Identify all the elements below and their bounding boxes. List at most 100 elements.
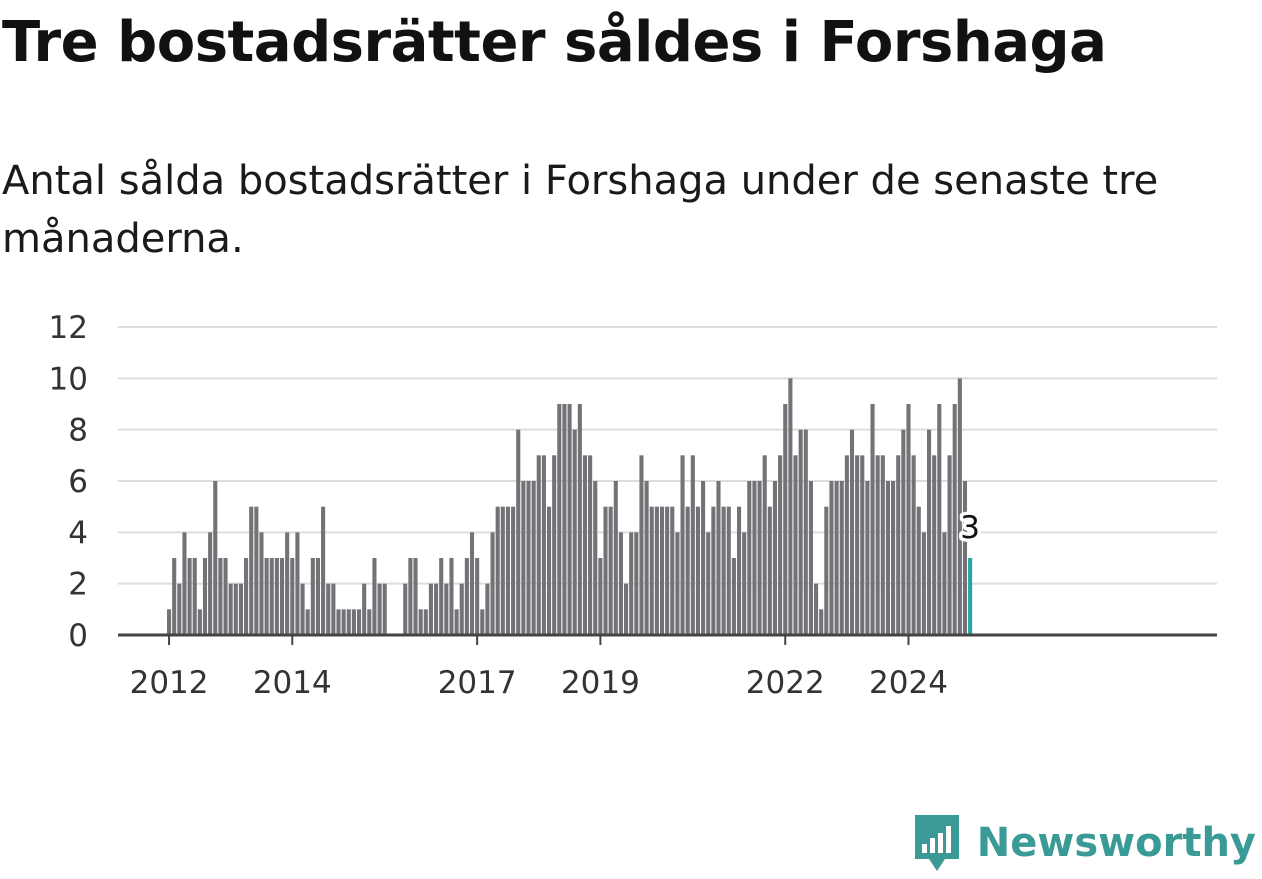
bar <box>675 532 680 635</box>
bar <box>757 481 762 635</box>
y-axis-ticks: 0 2 4 6 8 10 12 <box>49 310 88 654</box>
bar <box>182 532 187 635</box>
bar <box>577 404 582 635</box>
bar <box>310 558 315 635</box>
bar <box>546 506 552 635</box>
bar <box>665 506 670 635</box>
bar <box>711 506 716 635</box>
bar <box>685 506 690 635</box>
bar <box>808 481 813 635</box>
bar <box>644 481 649 635</box>
chart-title: Tre bostadsrätter såldes i Forshaga <box>2 10 1107 75</box>
bar <box>701 481 706 635</box>
y-tick-label: 0 <box>68 618 88 654</box>
x-tick-label: 2024 <box>869 665 948 701</box>
bar <box>413 558 418 635</box>
bar <box>634 532 639 635</box>
bar <box>305 609 310 635</box>
y-tick-label: 6 <box>68 464 88 500</box>
bar <box>742 532 747 635</box>
bar <box>336 609 341 635</box>
bar <box>721 506 726 635</box>
chart-subtitle: Antal sålda bostadsrätter i Forshaga und… <box>2 158 1159 262</box>
bar <box>783 404 788 635</box>
brand-name: Newsworthy <box>976 820 1256 866</box>
bar <box>680 455 685 635</box>
bar <box>793 455 798 635</box>
bar <box>957 378 962 635</box>
bar <box>839 481 844 635</box>
bar <box>423 609 428 635</box>
bar <box>372 558 377 635</box>
bar <box>526 481 531 635</box>
bar <box>906 404 911 635</box>
bar <box>778 455 783 635</box>
bar <box>321 506 326 635</box>
bar <box>629 532 634 635</box>
bar <box>608 506 613 635</box>
bar <box>208 532 213 635</box>
bar <box>202 558 208 635</box>
bar <box>926 429 932 635</box>
bar <box>521 481 526 635</box>
bar <box>947 455 952 635</box>
bar <box>654 506 659 635</box>
bar <box>844 455 849 635</box>
bar <box>849 429 855 635</box>
bar <box>403 583 408 635</box>
bar <box>891 481 896 635</box>
bar <box>824 506 829 635</box>
bar <box>567 404 572 635</box>
bar <box>541 455 546 635</box>
bar <box>798 429 803 635</box>
y-tick-label: 8 <box>68 413 88 449</box>
bar <box>418 609 423 635</box>
bar <box>670 506 675 635</box>
bar <box>459 583 464 635</box>
bar <box>639 455 644 635</box>
bar <box>228 583 233 635</box>
x-tick-label: 2019 <box>561 665 640 701</box>
bar <box>860 455 865 635</box>
bar <box>357 609 362 635</box>
bar <box>772 481 778 635</box>
bar <box>624 583 629 635</box>
bar <box>618 532 623 635</box>
bar <box>505 506 511 635</box>
bars <box>167 378 973 635</box>
y-tick-label: 4 <box>68 515 88 551</box>
bar <box>598 558 603 635</box>
bar <box>259 532 264 635</box>
bar <box>788 378 793 635</box>
bar <box>408 558 413 635</box>
bar <box>803 429 808 635</box>
bar <box>362 583 367 635</box>
bar <box>500 506 505 635</box>
bar <box>341 609 346 635</box>
bar <box>582 455 588 635</box>
y-tick-label: 2 <box>68 567 88 603</box>
bar <box>603 506 608 635</box>
bar <box>223 558 228 635</box>
bar <box>875 455 880 635</box>
bar <box>911 455 916 635</box>
bar <box>326 583 331 635</box>
bar <box>244 558 249 635</box>
bar <box>269 558 274 635</box>
bar <box>952 404 957 635</box>
bar <box>557 404 562 635</box>
bar <box>475 558 480 635</box>
bar <box>716 481 721 635</box>
bar <box>562 404 567 635</box>
bar <box>449 558 454 635</box>
bar <box>896 455 901 635</box>
bar <box>233 583 238 635</box>
bar-chart: 0 2 4 6 8 10 12 2012 2014 2017 2019 2022 2024 3 <box>49 310 1217 701</box>
bar <box>495 506 500 635</box>
bar <box>916 506 921 635</box>
bar <box>290 558 295 635</box>
newsworthy-logo-icon <box>914 815 959 871</box>
bar <box>531 481 536 635</box>
bar <box>254 506 259 635</box>
bar <box>536 455 541 635</box>
